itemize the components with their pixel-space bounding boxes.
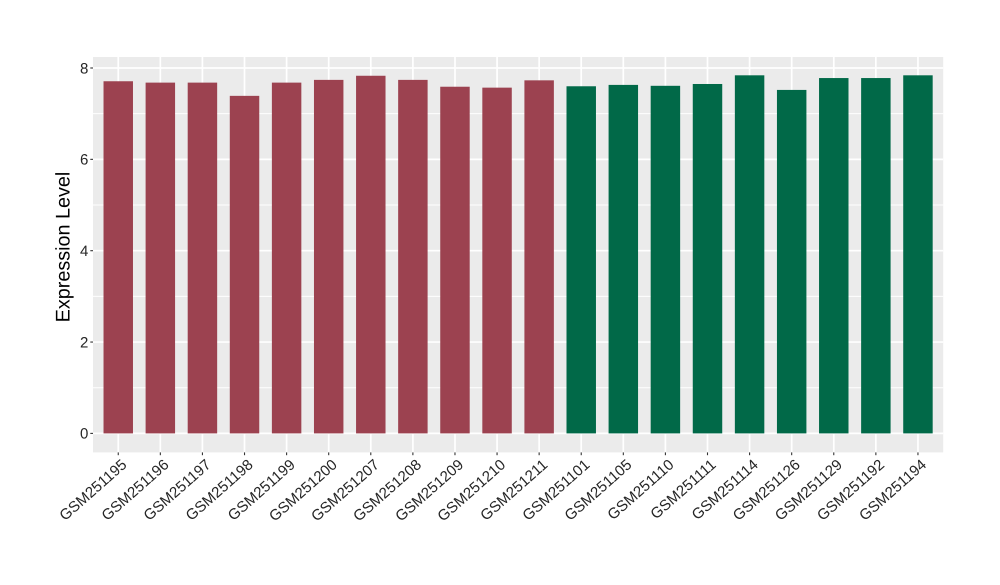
- svg-text:8: 8: [80, 60, 88, 77]
- svg-text:0: 0: [80, 426, 88, 443]
- svg-text:Expression Level: Expression Level: [53, 172, 75, 323]
- svg-text:4: 4: [80, 243, 88, 260]
- svg-text:2: 2: [80, 334, 88, 351]
- svg-text:6: 6: [80, 152, 88, 169]
